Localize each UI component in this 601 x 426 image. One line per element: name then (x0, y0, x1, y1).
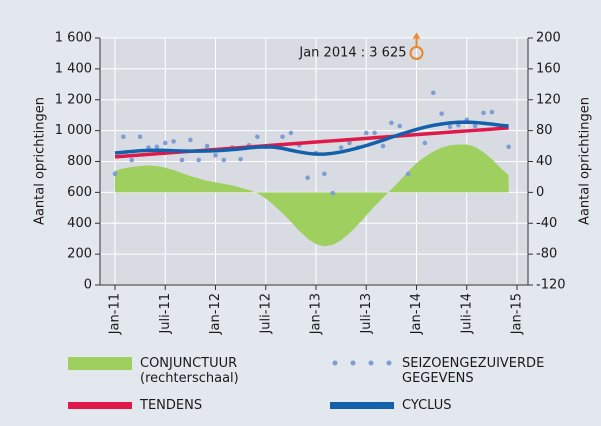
point (506, 144, 511, 150)
point (430, 90, 436, 96)
off-scale-arrowhead (412, 32, 421, 40)
legend-item: CYCLUS (330, 398, 560, 413)
legend-label: TENDENS (140, 398, 203, 413)
point (196, 157, 202, 163)
y-tick-label: 600 (67, 185, 92, 200)
y2-tick-label: -80 (536, 247, 557, 262)
point (221, 157, 227, 163)
y-tick-label: 1 000 (55, 123, 92, 138)
y-tick-label: 1 600 (55, 31, 92, 46)
point (288, 130, 294, 136)
point (439, 111, 444, 116)
annotation: Jan 2014 : 3 625 (298, 46, 406, 61)
y-tick-label: 400 (67, 216, 92, 231)
swatch-dot (332, 360, 338, 366)
swatch-dot (386, 360, 392, 366)
point (481, 110, 486, 116)
point (305, 175, 310, 181)
y2-tick-label: 80 (536, 123, 553, 138)
swatch-area (68, 357, 132, 370)
point (162, 140, 168, 146)
y2-axis-label: Aantal oprichtingen (578, 97, 593, 225)
y-axis-label: Aantal oprichtingen (33, 97, 48, 225)
x-tick-label: Jan-12 (208, 293, 223, 335)
legend-item: TENDENS (68, 398, 303, 413)
y-tick-label: 200 (67, 247, 92, 262)
swatch-dot (368, 360, 374, 366)
point (489, 109, 495, 115)
x-tick-label: Jan-13 (309, 293, 324, 335)
y2-tick-label: 120 (536, 92, 561, 107)
legend-label: SEIZOENGEZUIVERDE GEGEVENS (402, 356, 545, 386)
point (112, 171, 118, 177)
point (137, 134, 143, 140)
x-tick-label: Juli-12 (258, 293, 273, 335)
y-tick-label: 0 (84, 278, 92, 293)
x-tick-label: Jan-14 (409, 293, 424, 335)
legend-swatch (330, 402, 394, 409)
point (154, 144, 160, 150)
x-tick-label: Jan-15 (510, 293, 525, 335)
point (389, 120, 394, 126)
y2-tick-label: -120 (536, 278, 566, 293)
x-tick-label: Juli-11 (158, 293, 173, 335)
y2-tick-label: -40 (536, 216, 557, 231)
point (255, 134, 260, 140)
point (363, 130, 369, 136)
y2-tick-label: 160 (536, 61, 561, 76)
point (447, 124, 453, 130)
swatch-line (68, 402, 132, 409)
point (280, 134, 285, 140)
legend-label: CONJUNCTUUR (rechterschaal) (140, 356, 239, 386)
point (322, 171, 327, 177)
y2-tick-label: 200 (536, 31, 561, 46)
point (121, 134, 126, 140)
y-tick-label: 1 400 (55, 61, 92, 76)
legend-swatch (68, 402, 132, 409)
point (188, 137, 193, 143)
point (422, 140, 428, 146)
x-tick-label: Juli-13 (359, 293, 374, 335)
point (171, 139, 176, 144)
point (405, 171, 411, 177)
y2-tick-label: 40 (536, 154, 553, 169)
point (238, 156, 243, 162)
point (129, 157, 135, 163)
point (472, 123, 478, 129)
y2-tick-label: 0 (536, 185, 544, 200)
point (347, 140, 352, 146)
area (115, 144, 509, 247)
legend-swatch (68, 357, 132, 370)
point (204, 143, 210, 149)
point (397, 123, 403, 129)
legend-item: CONJUNCTUUR (rechterschaal) (68, 356, 303, 386)
swatch-dot (350, 360, 356, 366)
legend-item: SEIZOENGEZUIVERDE GEGEVENS (330, 356, 560, 386)
line (114, 120, 509, 156)
point (213, 153, 218, 158)
y-tick-label: 800 (67, 154, 92, 169)
off-scale-marker (409, 32, 424, 60)
point (330, 190, 336, 196)
legend-label: CYCLUS (402, 398, 452, 413)
point (372, 130, 377, 136)
point (179, 157, 185, 163)
point (380, 143, 386, 149)
x-tick-label: Juli-14 (459, 293, 474, 335)
legend-swatch (332, 360, 392, 366)
y-tick-label: 1 200 (55, 92, 92, 107)
x-tick-label: Jan-11 (108, 293, 123, 335)
swatch-line (330, 402, 394, 409)
point (338, 145, 344, 150)
